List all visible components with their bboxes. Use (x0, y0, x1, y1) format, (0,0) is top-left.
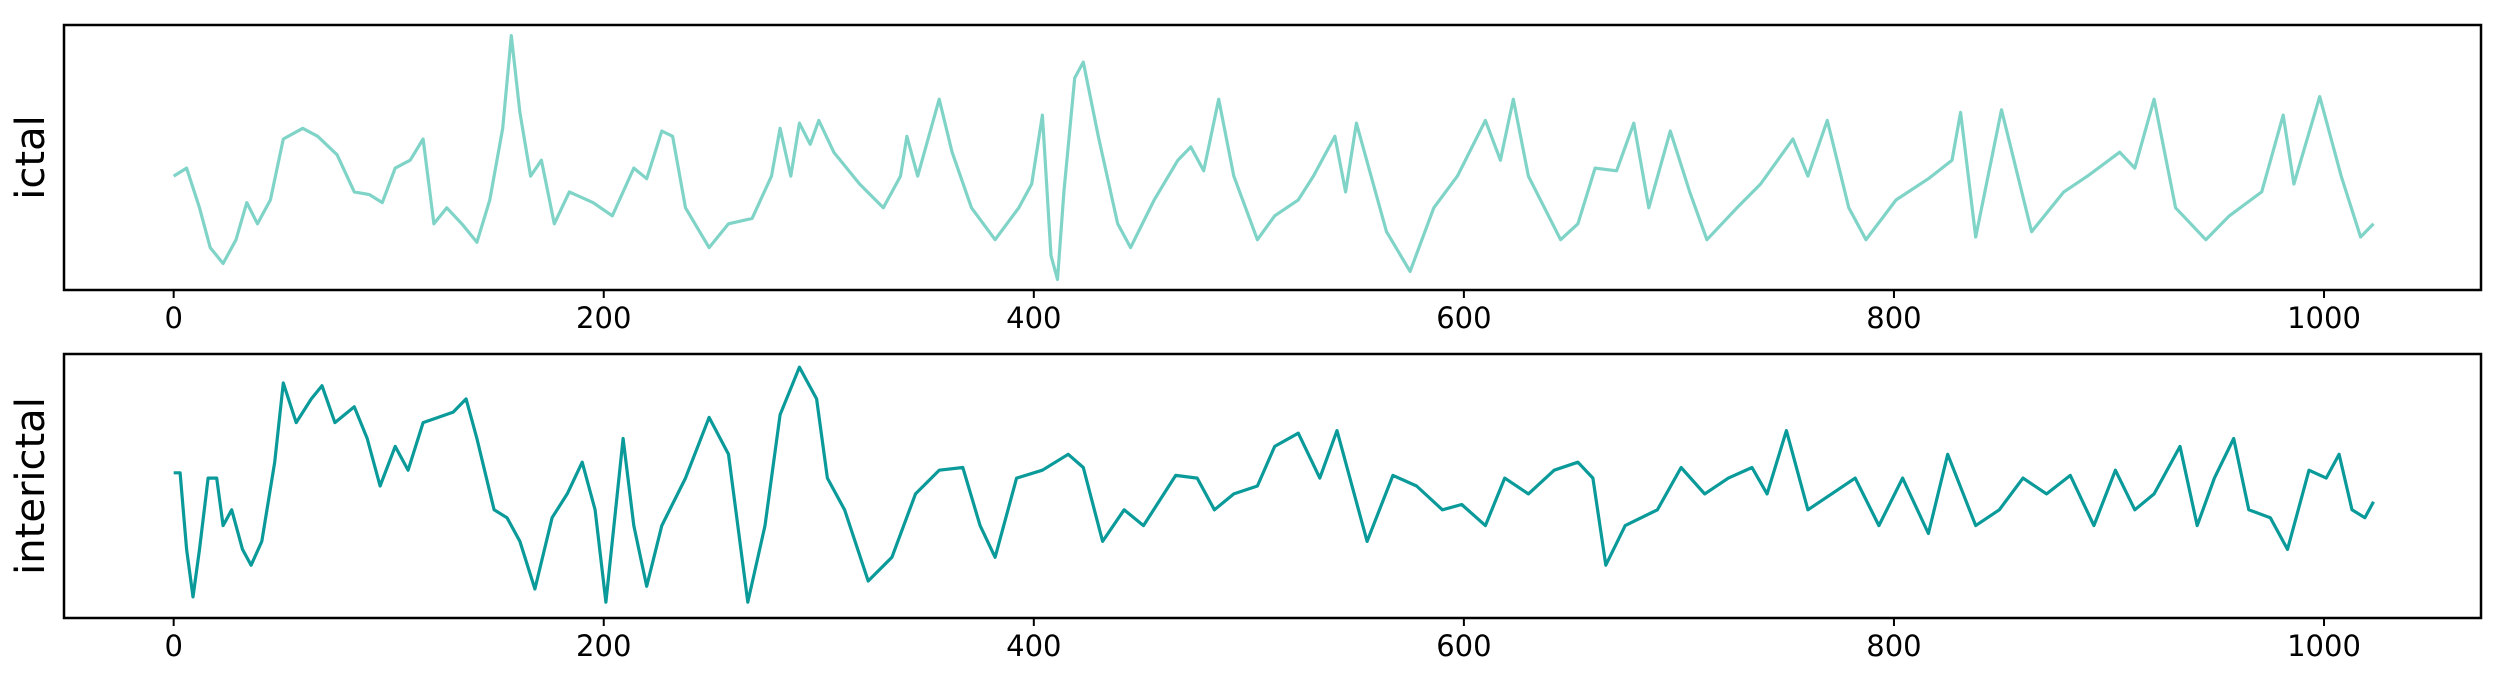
x-tick-label: 1000 (2287, 629, 2361, 663)
axes-frame (62, 23, 2483, 292)
x-tick-label: 200 (576, 301, 631, 335)
x-tick-label: 400 (1006, 301, 1061, 335)
x-tick-label: 0 (164, 629, 182, 663)
signal-line (172, 34, 2375, 281)
signal-line (173, 365, 2375, 604)
x-tick-label: 1000 (2287, 301, 2361, 335)
x-tick-label: 0 (164, 301, 182, 335)
y-axis-label: interictal (8, 397, 54, 575)
x-tick-label: 200 (576, 629, 631, 663)
axes-frame (62, 352, 2483, 620)
x-tick-label: 800 (1866, 629, 1921, 663)
y-axis-label: ictal (8, 115, 54, 199)
x-tick-label: 600 (1436, 301, 1491, 335)
x-tick-label: 800 (1866, 301, 1921, 335)
x-tick-label: 600 (1436, 629, 1491, 663)
x-tick-label: 400 (1006, 629, 1061, 663)
